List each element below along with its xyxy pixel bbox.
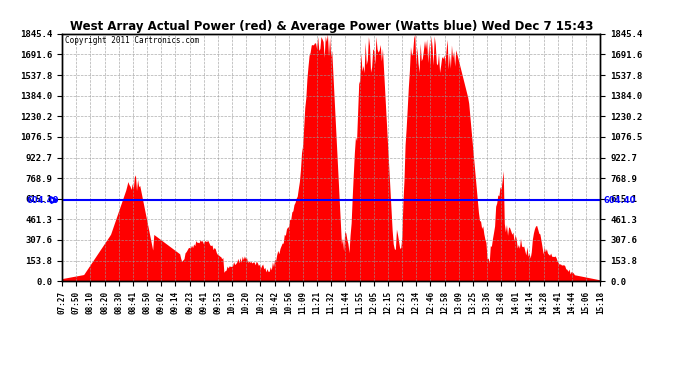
Text: 604.40: 604.40 <box>27 196 59 205</box>
Text: Copyright 2011 Cartronics.com: Copyright 2011 Cartronics.com <box>65 36 199 45</box>
Title: West Array Actual Power (red) & Average Power (Watts blue) Wed Dec 7 15:43: West Array Actual Power (red) & Average … <box>70 20 593 33</box>
Text: 604.40: 604.40 <box>603 196 635 205</box>
